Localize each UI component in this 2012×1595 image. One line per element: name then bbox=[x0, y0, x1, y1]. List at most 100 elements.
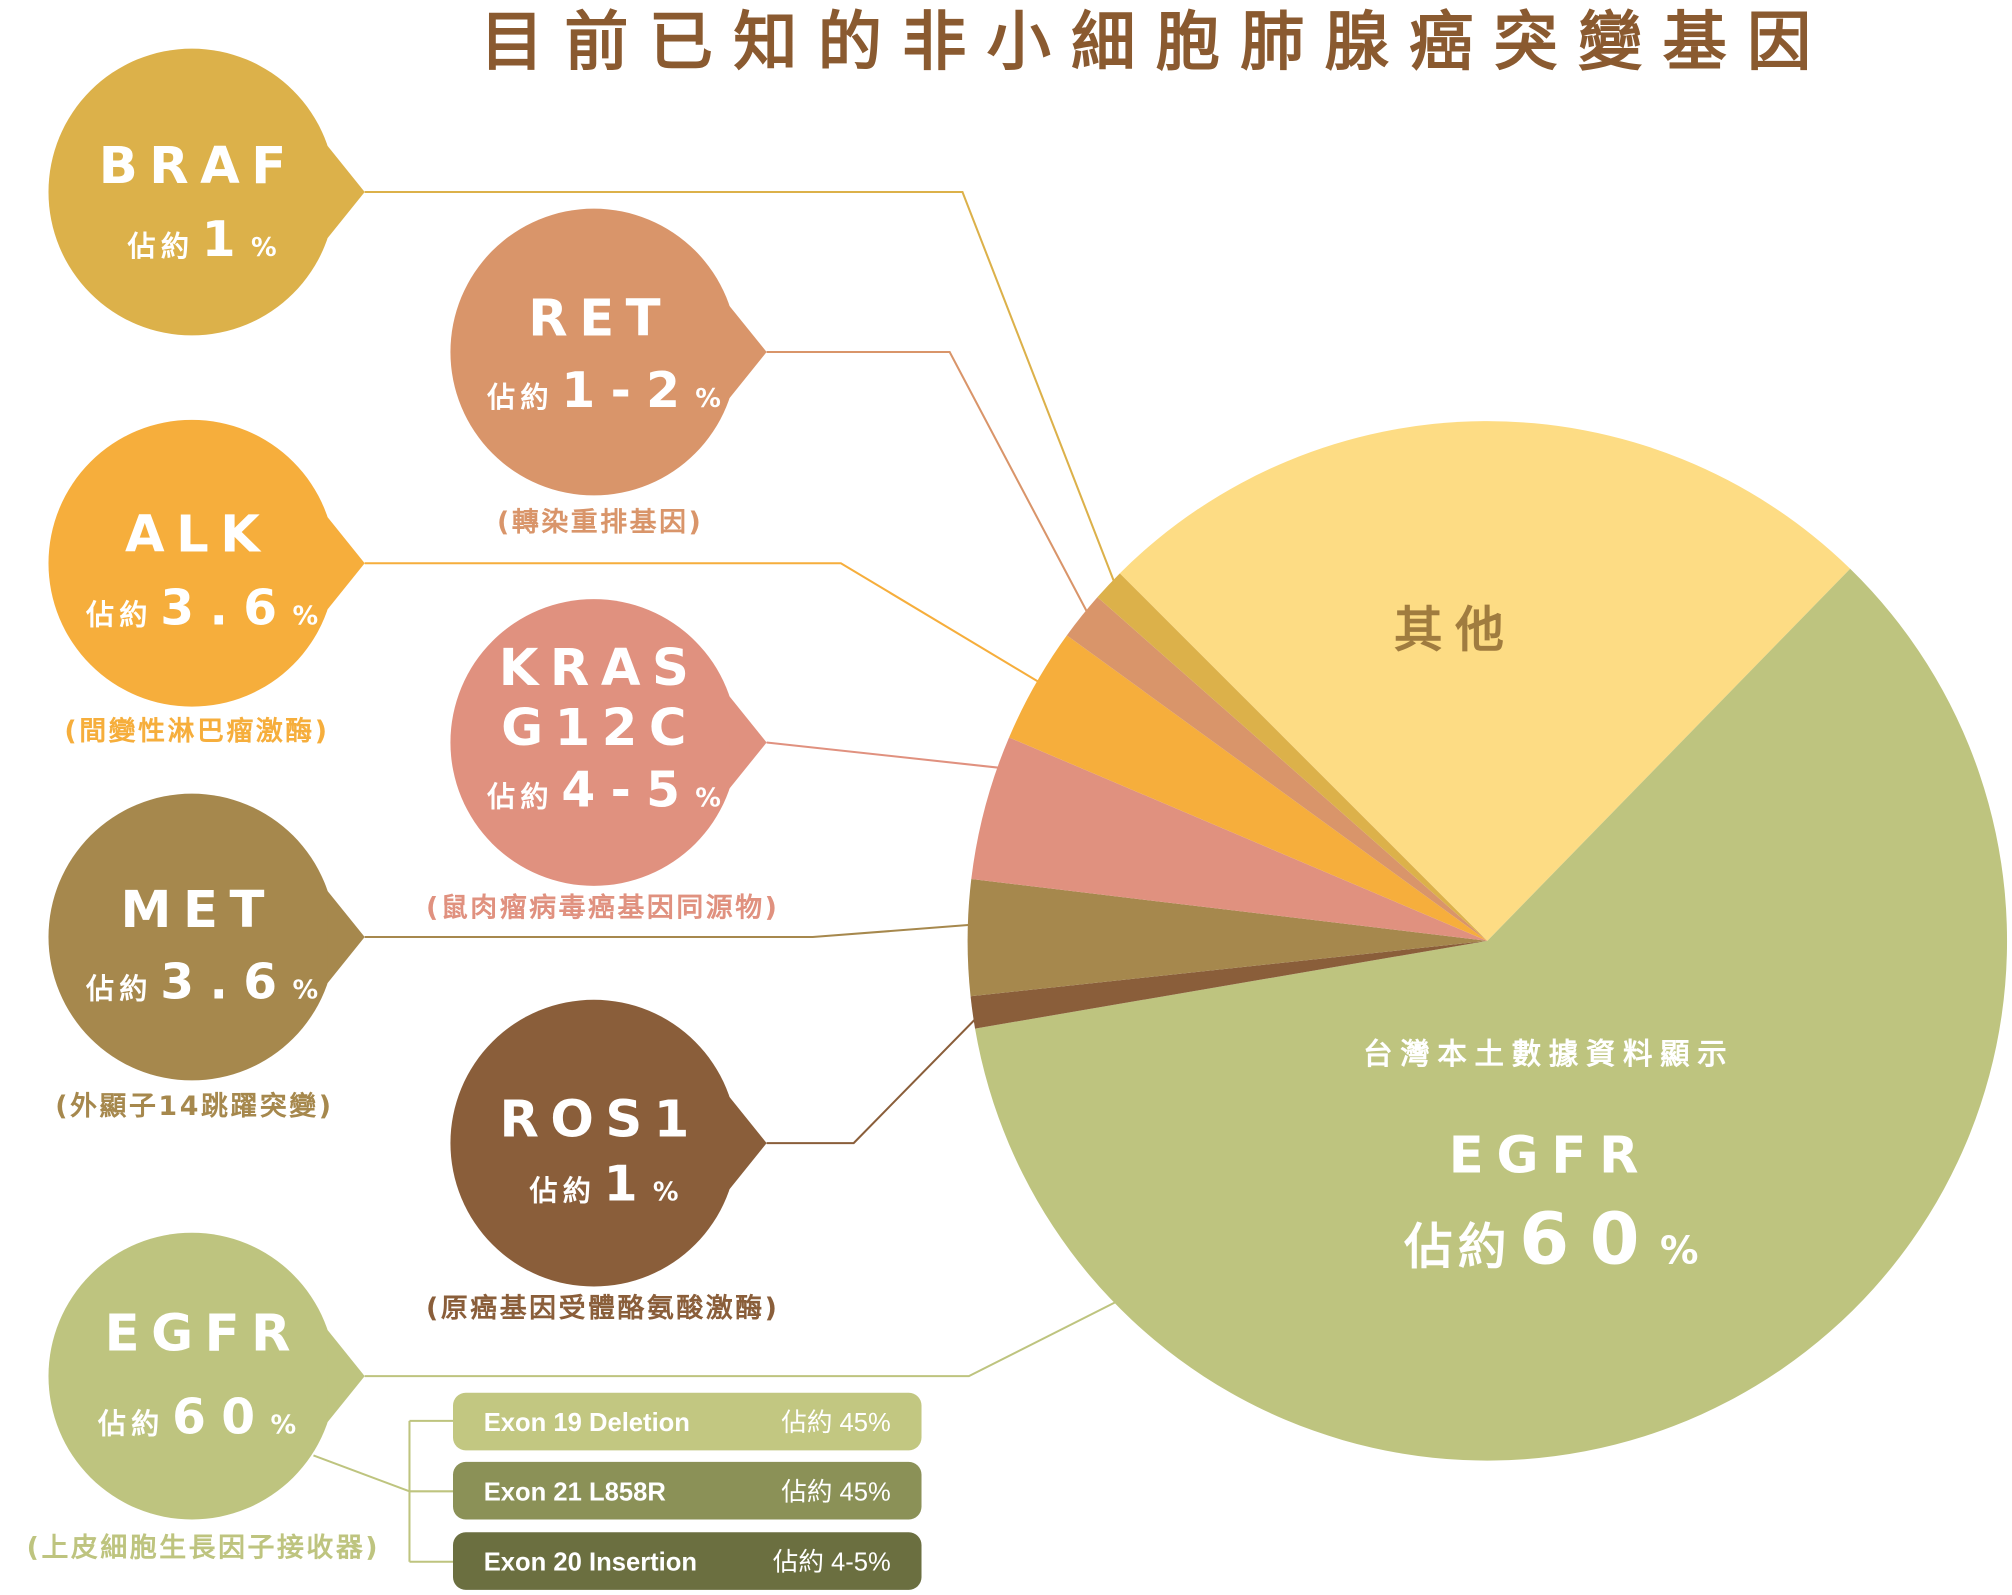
alk-bubble bbox=[48, 419, 336, 707]
ret-name: RET bbox=[528, 288, 672, 348]
egfr-share-unit: % bbox=[270, 1411, 296, 1441]
alk-callout: ALK 佔約 3.6% (間變性淋巴瘤激酶) bbox=[48, 419, 365, 747]
pie-egfr-share-value: 60 bbox=[1519, 1196, 1660, 1280]
egfr-callout: EGFR 佔約 60% (上皮細胞生長因子接收器) bbox=[27, 1232, 380, 1564]
met-callout: MET 佔約 3.6% (外顯子14跳躍突變) bbox=[48, 793, 365, 1122]
braf-share-value: 1 bbox=[202, 212, 251, 268]
ros1-leader-line bbox=[766, 1010, 984, 1145]
kras-share-unit: % bbox=[695, 783, 721, 813]
pie-label-egfr: EGFR bbox=[1449, 1126, 1652, 1186]
egfr-subtype-bracket bbox=[313, 1419, 453, 1563]
met-leader-line bbox=[364, 923, 978, 939]
egfr-share: 佔約 60% bbox=[97, 1390, 296, 1446]
alk-share-value: 3.6 bbox=[160, 581, 292, 637]
braf-bubble-pointer bbox=[327, 145, 365, 239]
ros1-share-unit: % bbox=[653, 1178, 679, 1208]
met-caption: (外顯子14跳躍突變) bbox=[55, 1090, 333, 1122]
egfr-caption: (上皮細胞生長因子接收器) bbox=[27, 1533, 380, 1564]
pie-slice-kras-g12c bbox=[971, 737, 1488, 941]
egfr-share-value: 60 bbox=[172, 1390, 270, 1446]
ros1-callout: ROS1 佔約 1% (原癌基因受體酪氨酸激酶) bbox=[426, 999, 779, 1324]
ros1-share-prefix: 佔約 bbox=[528, 1175, 596, 1208]
alk-share: 佔約 3.6% bbox=[85, 581, 318, 637]
pie-slice-ros1 bbox=[970, 940, 1488, 1029]
alk-bubble-pointer bbox=[327, 517, 365, 610]
alk-share-unit: % bbox=[293, 602, 319, 632]
braf-share-unit: % bbox=[251, 233, 277, 263]
egfr-subtype-name: Exon 21 L858R bbox=[484, 1478, 666, 1506]
ret-caption: (轉染重排基因) bbox=[497, 507, 703, 538]
egfr-bubble-pointer bbox=[327, 1330, 365, 1423]
ret-callout: RET 佔約 1-2% (轉染重排基因) bbox=[450, 208, 767, 538]
kras-name: KRAS G12C bbox=[498, 638, 701, 758]
braf-name: BRAF bbox=[99, 136, 298, 196]
met-name: MET bbox=[121, 880, 276, 940]
ret-share-unit: % bbox=[695, 384, 721, 414]
egfr-subtype-list: Exon 19 Deletion 佔約 45% Exon 21 L858R 佔約… bbox=[452, 1392, 922, 1590]
pie-egfr-share-prefix: 佔約 bbox=[1403, 1219, 1512, 1275]
ret-share: 佔約 1-2% bbox=[486, 363, 721, 419]
ret-leader-line bbox=[766, 351, 1093, 622]
ret-share-prefix: 佔約 bbox=[486, 381, 554, 414]
ret-bubble bbox=[450, 208, 738, 496]
braf-share-prefix: 佔約 bbox=[127, 230, 195, 263]
met-bubble bbox=[48, 793, 336, 1081]
met-share-value: 3.6 bbox=[160, 954, 292, 1010]
met-share-unit: % bbox=[293, 975, 319, 1005]
ros1-caption: (原癌基因受體酪氨酸激酶) bbox=[426, 1292, 779, 1324]
alk-name: ALK bbox=[125, 505, 271, 565]
pie-chart bbox=[967, 421, 2008, 1461]
egfr-subtype-name: Exon 19 Deletion bbox=[484, 1409, 690, 1437]
kras-bubble-pointer bbox=[729, 696, 767, 789]
egfr-share-prefix: 佔約 bbox=[97, 1408, 165, 1441]
pie-slice-ret bbox=[1066, 597, 1488, 941]
pie-slice-other bbox=[1119, 421, 1851, 941]
egfr-subtype-share: 佔約 45% bbox=[781, 1477, 891, 1506]
kras-share-prefix: 佔約 bbox=[486, 780, 554, 813]
pie-egfr-share: 佔約 60% bbox=[1403, 1196, 1698, 1280]
egfr-subtype-share: 佔約 45% bbox=[781, 1408, 891, 1437]
alk-leader-line bbox=[364, 562, 1047, 688]
kras-callout: KRAS G12C 佔約 4-5% (鼠肉瘤病毒癌基因同源物) bbox=[426, 599, 779, 924]
egfr-subtype-box bbox=[452, 1532, 922, 1590]
ret-bubble-pointer bbox=[729, 305, 767, 399]
ros1-name: ROS1 bbox=[499, 1090, 701, 1150]
egfr-name: EGFR bbox=[105, 1304, 302, 1364]
kras-share: 佔約 4-5% bbox=[486, 762, 721, 818]
braf-leader-line bbox=[364, 190, 1119, 591]
met-share-prefix: 佔約 bbox=[85, 972, 153, 1005]
ros1-share: 佔約 1% bbox=[528, 1157, 678, 1213]
egfr-subtype-item: Exon 21 L858R 佔約 45% bbox=[452, 1461, 922, 1520]
egfr-subtype-box bbox=[452, 1392, 922, 1451]
egfr-subtype-box bbox=[452, 1461, 922, 1520]
ros1-bubble bbox=[450, 999, 738, 1287]
braf-callout: BRAF 佔約 1% bbox=[48, 48, 365, 336]
ret-share-value: 1-2 bbox=[561, 363, 695, 419]
egfr-subtype-name: Exon 20 Insertion bbox=[484, 1549, 697, 1577]
met-share: 佔約 3.6% bbox=[85, 954, 318, 1010]
pie-slice-egfr bbox=[975, 568, 2008, 1461]
pie-slice-alk bbox=[1009, 635, 1488, 941]
ros1-share-value: 1 bbox=[604, 1157, 653, 1213]
egfr-subtype-share: 佔約 4-5% bbox=[773, 1548, 891, 1577]
met-bubble-pointer bbox=[327, 890, 365, 984]
braf-share: 佔約 1% bbox=[127, 212, 277, 268]
kras-caption: (鼠肉瘤病毒癌基因同源物) bbox=[426, 892, 779, 924]
pie-egfr-share-unit: % bbox=[1660, 1228, 1698, 1273]
kras-leader-line bbox=[766, 741, 1003, 770]
ros1-bubble-pointer bbox=[729, 1097, 767, 1190]
alk-caption: (間變性淋巴瘤激酶) bbox=[64, 715, 329, 747]
pie-slice-met bbox=[967, 878, 1488, 997]
pie-note: 台灣本土數據資料顯示 bbox=[1363, 1037, 1734, 1071]
leader-lines bbox=[313, 190, 1125, 1563]
egfr-bubble bbox=[48, 1232, 336, 1520]
braf-bubble bbox=[48, 48, 336, 336]
egfr-subtype-item: Exon 19 Deletion 佔約 45% bbox=[452, 1392, 922, 1451]
kras-share-value: 4-5 bbox=[561, 762, 695, 818]
chart-title: 目前已知的非小細胞肺腺癌突變基因 bbox=[480, 6, 1832, 80]
kras-bubble bbox=[450, 599, 738, 886]
kras-name-box: KRAS G12C bbox=[498, 638, 701, 758]
egfr-subtype-item: Exon 20 Insertion 佔約 4-5% bbox=[452, 1532, 922, 1590]
alk-share-prefix: 佔約 bbox=[85, 599, 153, 632]
